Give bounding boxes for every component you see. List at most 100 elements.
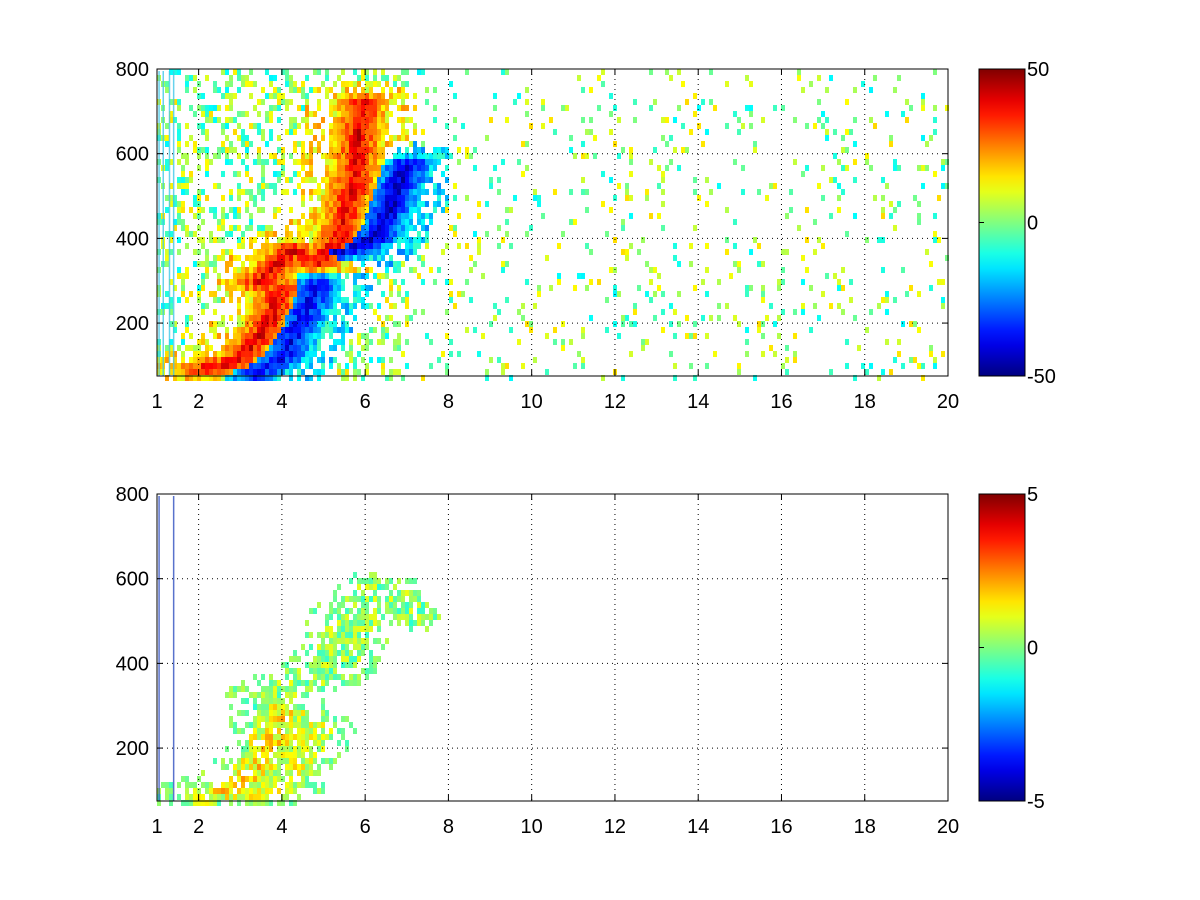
heat-cell	[421, 602, 425, 608]
heat-cell	[349, 201, 353, 207]
heat-cell	[465, 147, 469, 153]
heat-cell	[289, 339, 293, 345]
heat-cell	[361, 237, 365, 243]
heat-cell	[177, 363, 181, 369]
heat-cell	[769, 183, 773, 189]
heat-cell	[377, 81, 381, 87]
heat-cell	[297, 171, 301, 177]
heat-cell	[329, 297, 333, 303]
heat-cell	[381, 339, 385, 345]
heat-cell	[197, 788, 201, 794]
heat-cell	[405, 255, 409, 261]
heat-cell	[205, 153, 209, 159]
heat-cell	[365, 602, 369, 608]
heat-cell	[309, 746, 313, 752]
heat-cell	[429, 267, 433, 273]
heat-cell	[361, 207, 365, 213]
heat-cell	[325, 315, 329, 321]
heat-cell	[173, 117, 177, 123]
heat-cell	[177, 213, 181, 219]
heat-cell	[305, 231, 309, 237]
heat-cell	[673, 117, 677, 123]
heat-cell	[281, 734, 285, 740]
heat-cell	[317, 255, 321, 261]
heat-cell	[289, 261, 293, 267]
heat-cell	[289, 309, 293, 315]
heat-cell	[369, 327, 373, 333]
heat-cell	[313, 680, 317, 686]
heat-cell	[201, 129, 205, 135]
heat-cell	[413, 201, 417, 207]
heat-cell	[309, 363, 313, 369]
heat-cell	[381, 327, 385, 333]
heat-cell	[293, 710, 297, 716]
heat-cell	[277, 315, 281, 321]
heat-cell	[289, 375, 293, 381]
heat-cell	[337, 363, 341, 369]
heat-cell	[197, 345, 201, 351]
heat-cell	[249, 692, 253, 698]
heat-cell	[269, 321, 273, 327]
heat-cell	[249, 375, 253, 381]
heat-cell	[349, 243, 353, 249]
heat-cell	[333, 650, 337, 656]
heat-cell	[249, 734, 253, 740]
heat-cell	[257, 800, 261, 806]
heat-cell	[737, 363, 741, 369]
heat-cell	[337, 297, 341, 303]
heat-cell	[653, 315, 657, 321]
heat-cell	[645, 189, 649, 195]
heat-cell	[233, 692, 237, 698]
heat-cell	[225, 153, 229, 159]
heat-cell	[293, 734, 297, 740]
heat-cell	[413, 596, 417, 602]
heat-cell	[257, 716, 261, 722]
heat-cell	[325, 213, 329, 219]
heat-cell	[229, 141, 233, 147]
heat-cell	[665, 69, 669, 75]
heat-cell	[369, 243, 373, 249]
heat-cell	[285, 674, 289, 680]
heat-cell	[169, 195, 173, 201]
heat-cell	[537, 201, 541, 207]
heat-cell	[285, 734, 289, 740]
heat-cell	[557, 243, 561, 249]
heat-cell	[281, 357, 285, 363]
heat-cell	[533, 195, 537, 201]
heat-cell	[241, 752, 245, 758]
heat-cell	[349, 662, 353, 668]
heat-cell	[245, 758, 249, 764]
heat-cell	[221, 195, 225, 201]
heat-cell	[221, 213, 225, 219]
heat-cell	[317, 650, 321, 656]
heat-cell	[285, 369, 289, 375]
heat-cell	[281, 315, 285, 321]
heat-cell	[621, 375, 625, 381]
heat-cell	[269, 309, 273, 315]
heat-cell	[277, 285, 281, 291]
heat-cell	[305, 327, 309, 333]
heat-cell	[417, 620, 421, 626]
heat-cell	[317, 213, 321, 219]
heat-cell	[313, 722, 317, 728]
heat-cell	[261, 129, 265, 135]
heat-cell	[309, 734, 313, 740]
heat-cell	[313, 752, 317, 758]
heat-cell	[449, 153, 453, 159]
heat-cell	[241, 237, 245, 243]
heat-cell	[413, 105, 417, 111]
heat-cell	[265, 351, 269, 357]
heat-cell	[189, 369, 193, 375]
heat-cell	[417, 614, 421, 620]
heat-cell	[425, 614, 429, 620]
heat-cell	[397, 249, 401, 255]
heat-cell	[833, 273, 837, 279]
heat-cell	[413, 165, 417, 171]
heat-cell	[885, 309, 889, 315]
heat-cell	[221, 297, 225, 303]
heat-cell	[329, 171, 333, 177]
heat-cell	[805, 165, 809, 171]
heat-cell	[309, 668, 313, 674]
heat-cell	[257, 129, 261, 135]
heat-cell	[377, 117, 381, 123]
